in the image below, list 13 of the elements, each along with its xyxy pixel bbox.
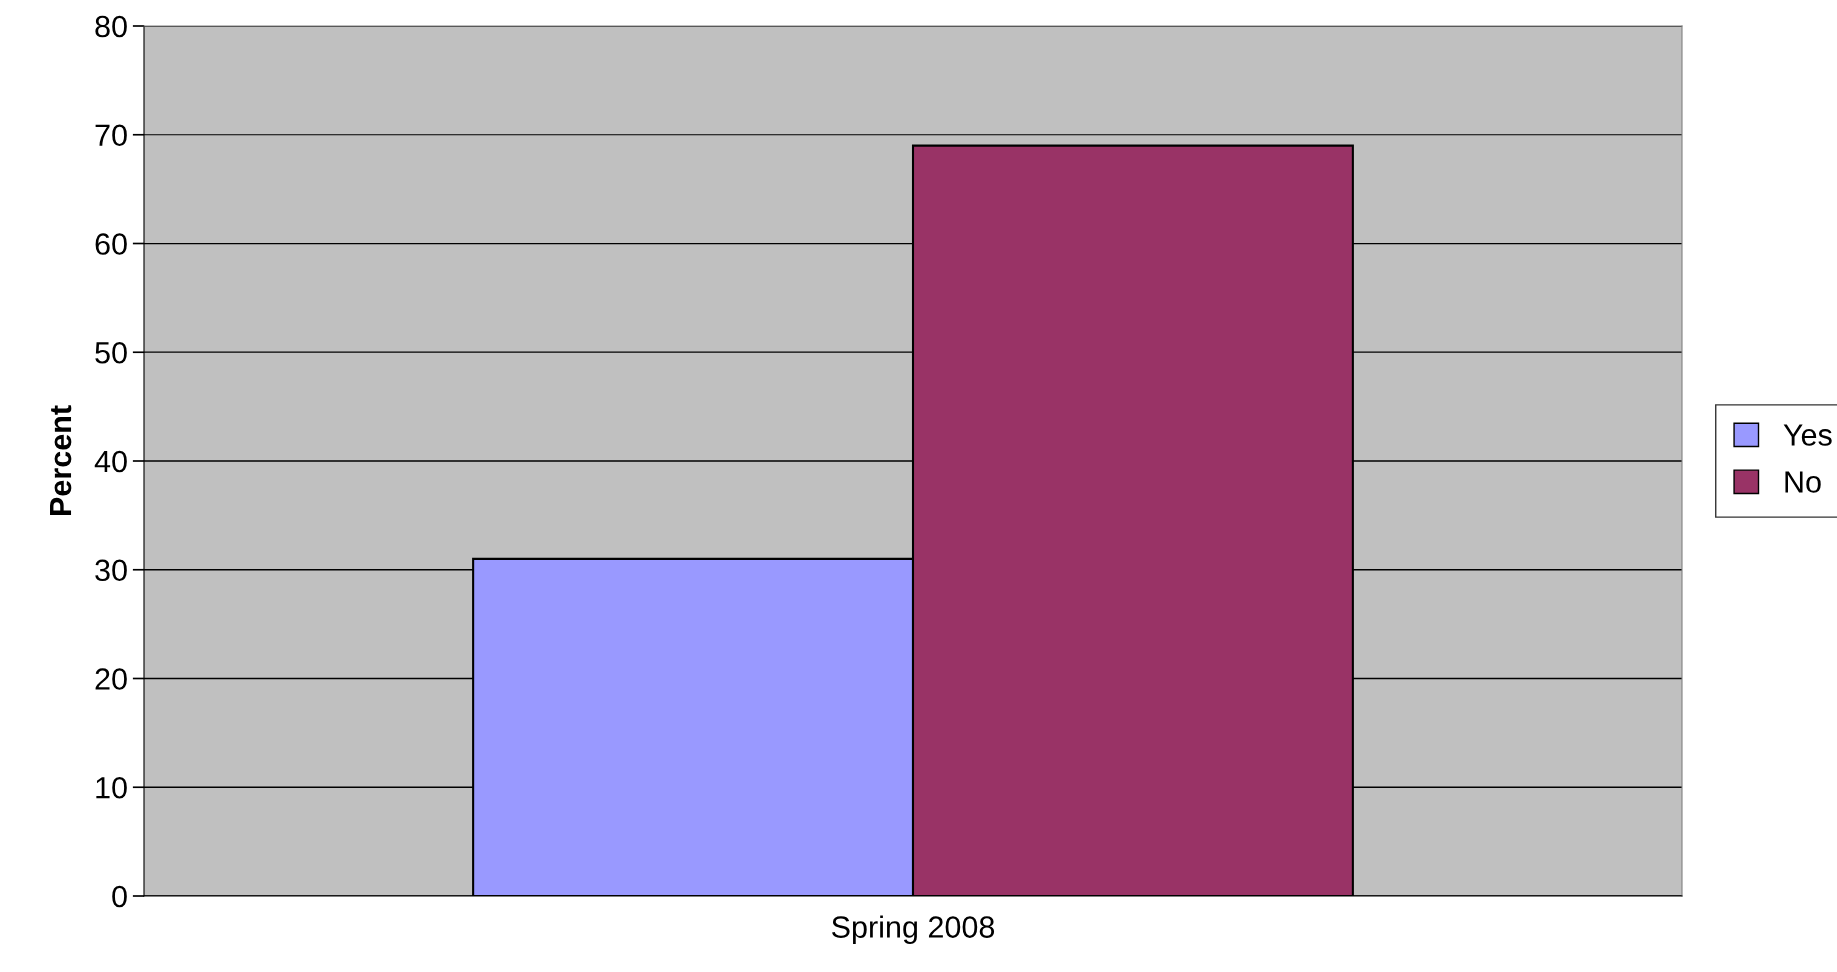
y-axis-title: Percent <box>50 405 72 515</box>
legend-label: Yes <box>1783 424 1832 446</box>
y-tick-label: 50 <box>95 341 127 364</box>
x-tick-label: Spring 2008 <box>832 915 995 944</box>
y-tick-label: 80 <box>95 15 127 38</box>
y-tick-label: 30 <box>95 559 127 582</box>
legend-label: No <box>1785 471 1821 493</box>
y-tick-label: 0 <box>112 885 127 908</box>
y-tick-label: 40 <box>94 450 127 473</box>
y-tick-label: 20 <box>95 668 127 690</box>
y-tick-label: 10 <box>96 776 127 799</box>
y-tick-label: 60 <box>95 233 127 255</box>
y-tick-label: 70 <box>95 124 127 147</box>
